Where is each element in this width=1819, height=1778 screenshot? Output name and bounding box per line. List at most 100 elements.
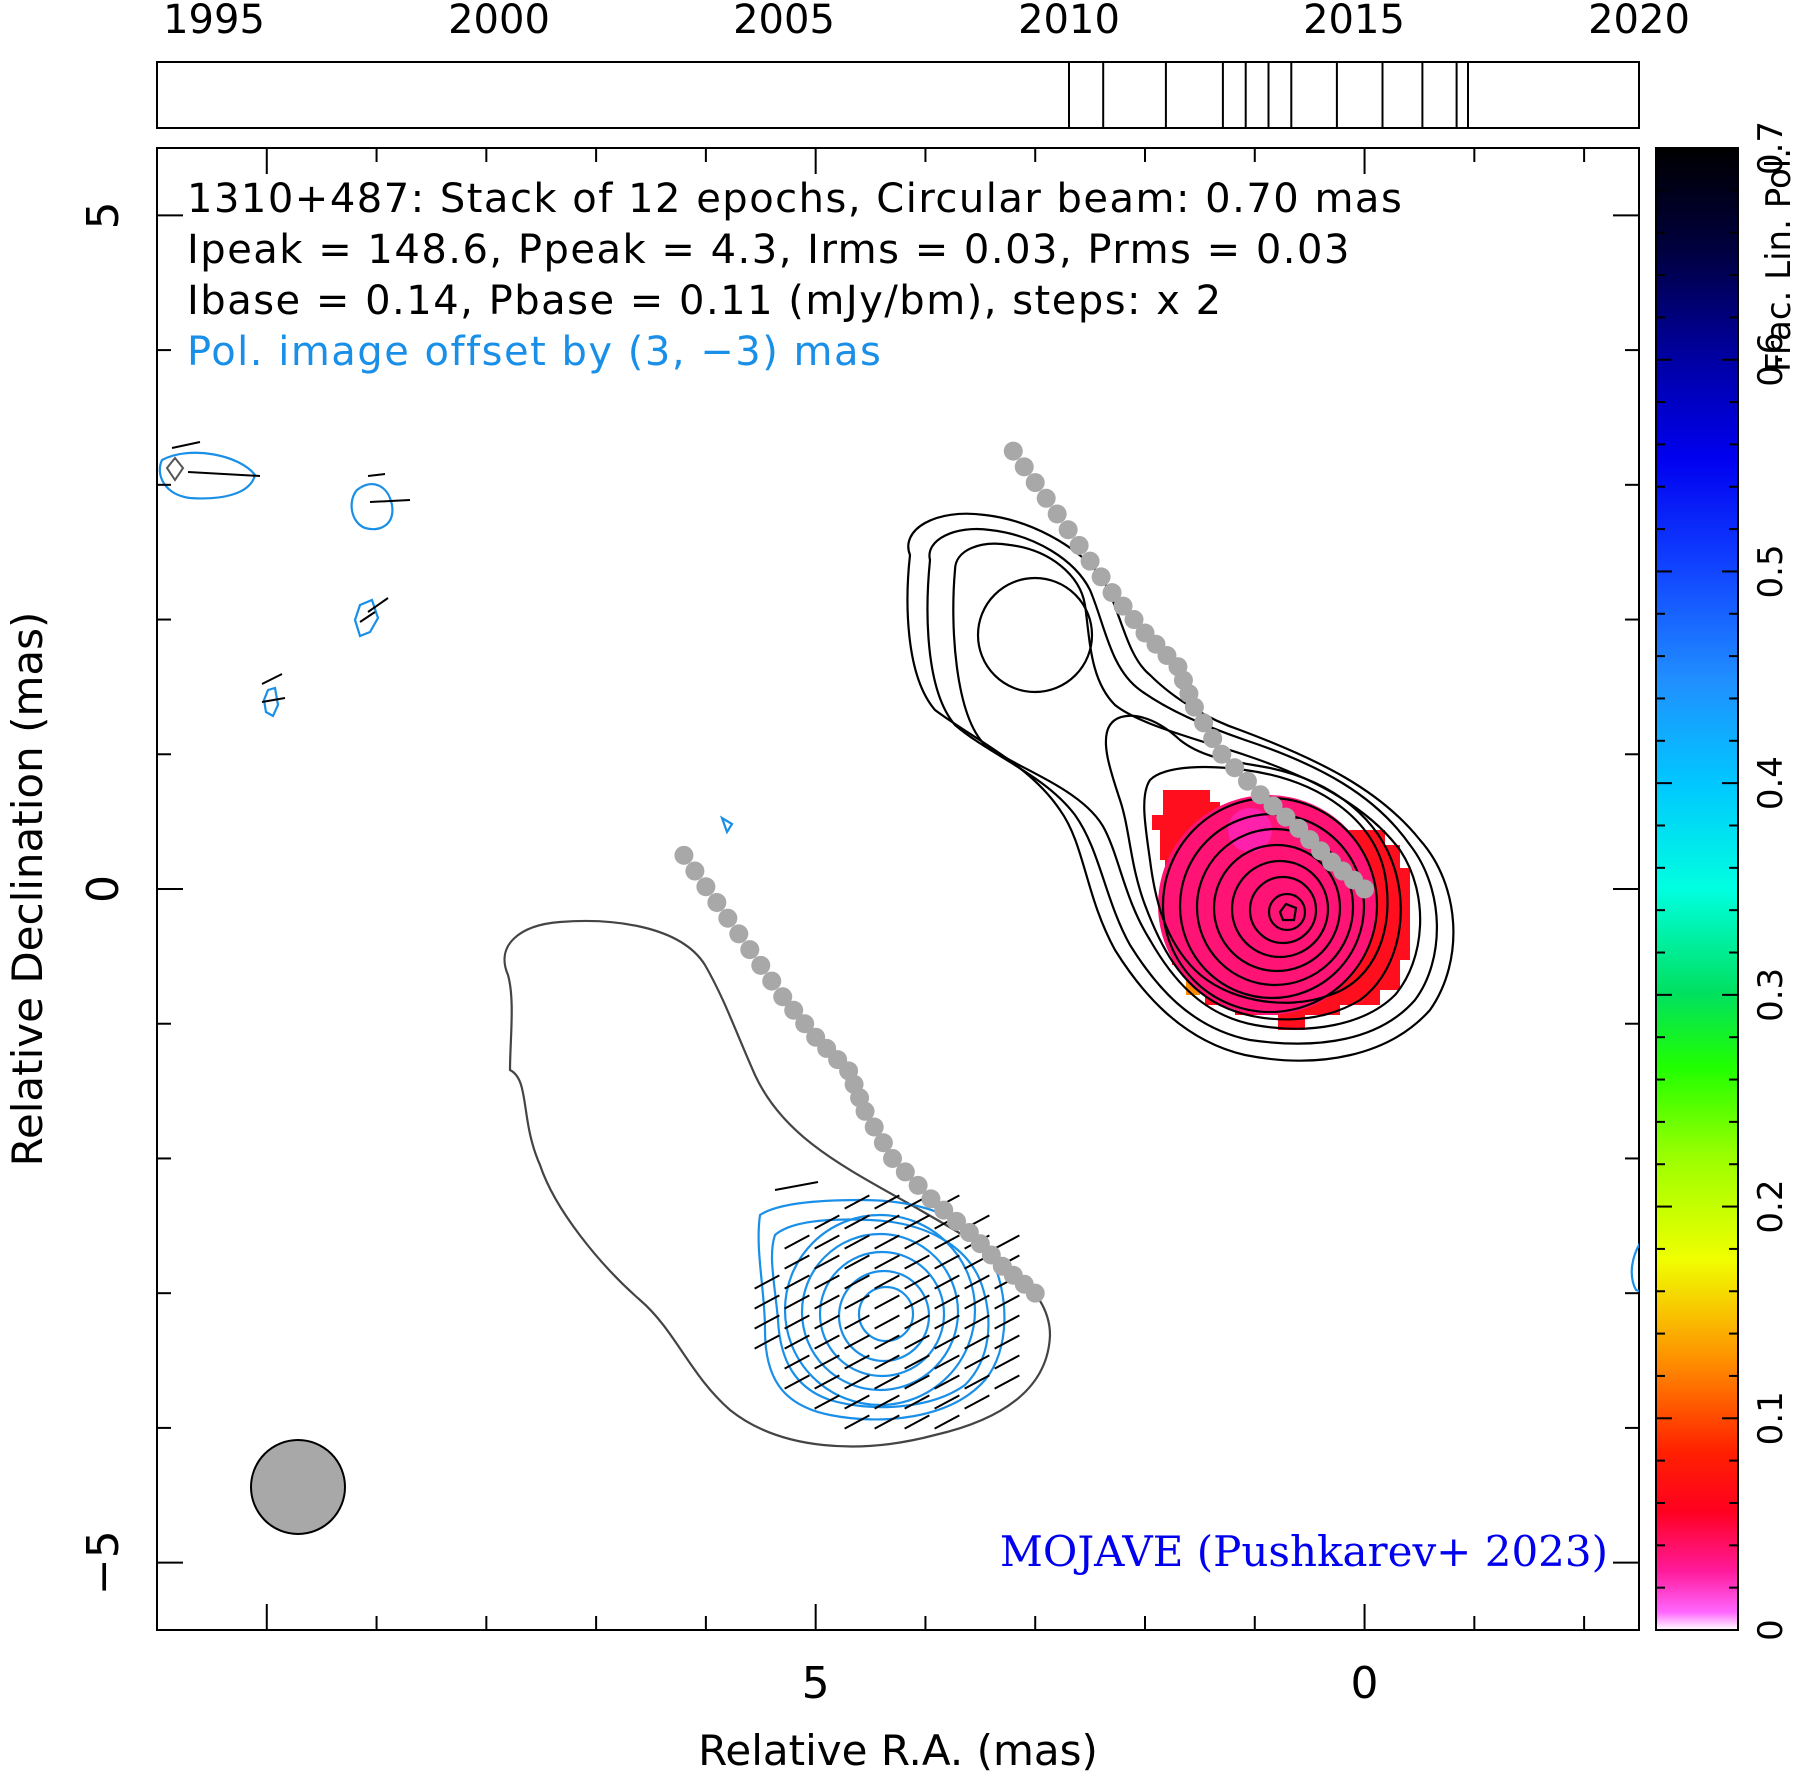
evpa-tick — [784, 1354, 810, 1370]
x-axis-label: Relative R.A. (mas) — [698, 1726, 1098, 1775]
evpa-tick — [874, 1254, 900, 1270]
axis-ticks — [156, 148, 1639, 1630]
ridge-point-offset — [864, 1117, 884, 1137]
colorbar-tick-label: 0.1 — [1751, 1391, 1791, 1445]
credit-text: MOJAVE (Pushkarev+ 2023) — [1000, 1527, 1608, 1576]
evpa-tick — [844, 1234, 870, 1250]
pol-offset-i-contour — [503, 919, 1052, 1448]
ridge-point — [1047, 504, 1067, 524]
timeline-tick-label: 1995 — [163, 0, 265, 43]
ridge-point — [1203, 729, 1223, 749]
evpa-tick — [964, 1394, 990, 1410]
evpa-tick — [784, 1254, 810, 1270]
colorbar-tick-label: 0 — [1751, 1619, 1791, 1641]
ridge-point-offset — [707, 892, 727, 912]
evpa-tick — [904, 1234, 930, 1250]
evpa-tick — [844, 1394, 870, 1410]
ridge-point — [1194, 713, 1214, 733]
colorbar-gradient — [1655, 147, 1739, 1631]
evpa-tick — [784, 1374, 810, 1390]
pol-contour-5 — [818, 1250, 946, 1378]
ridge-point-offset — [674, 845, 694, 865]
ridge-point-offset — [784, 1000, 804, 1020]
ridge-point-offset — [895, 1162, 915, 1182]
evpa-tick — [784, 1294, 810, 1310]
y-tick-label: 5 — [78, 201, 129, 229]
evpa-tick — [261, 673, 283, 685]
evpa-tick — [754, 1334, 780, 1350]
colorbar-ticks — [1656, 147, 1738, 1631]
header-line-2: Ipeak = 148.6, Ppeak = 4.3, Irms = 0.03,… — [187, 227, 1351, 273]
ridge-point-offset — [934, 1200, 954, 1220]
evpa-tick — [844, 1254, 870, 1270]
pol-offset-note: Pol. image offset by (3, −3) mas — [187, 329, 882, 375]
evpa-tick — [261, 697, 286, 703]
evpa-tick — [904, 1254, 930, 1270]
evpa-tick — [754, 1314, 780, 1330]
evpa-tick — [874, 1414, 900, 1430]
ridge-point-offset — [806, 1027, 826, 1047]
evpa-tick — [904, 1414, 930, 1430]
ridge-point — [1113, 596, 1133, 616]
contour-i-12 — [1267, 892, 1307, 932]
ridge-point — [1237, 771, 1257, 791]
ridge-point — [1102, 583, 1122, 603]
ridge-point — [1003, 441, 1023, 461]
evpa-tick — [994, 1294, 1020, 1310]
evpa-tick — [844, 1334, 870, 1350]
timeline-tick-label: 2000 — [448, 0, 550, 43]
evpa-tick — [964, 1374, 990, 1390]
contour-i-2 — [926, 527, 1438, 1045]
pol-noise-patch-5 — [719, 815, 734, 835]
colorbar-label: Frac. Lin. Pol. — [1759, 148, 1799, 372]
ridge-point-offset — [795, 1014, 815, 1034]
evpa-tick — [904, 1334, 930, 1350]
evpa-tick — [934, 1374, 960, 1390]
evpa-tick — [844, 1194, 870, 1210]
evpa-tick — [874, 1234, 900, 1250]
evpa-tick — [814, 1274, 840, 1290]
timeline-frame — [156, 61, 1640, 129]
evpa-tick — [367, 597, 389, 613]
evpa-tick — [844, 1294, 870, 1310]
ridge-line — [674, 441, 1375, 1303]
pol-contour-7 — [857, 1285, 915, 1343]
evpa-tick — [844, 1274, 870, 1290]
evpa-tick — [994, 1334, 1020, 1350]
pol-noise-patch-4 — [262, 686, 280, 718]
evpa-tick — [874, 1274, 900, 1290]
evpa-tick — [874, 1294, 900, 1310]
evpa-tick — [844, 1414, 870, 1430]
evpa-tick — [814, 1394, 840, 1410]
colorbar-tick-label: 0.3 — [1751, 968, 1791, 1022]
y-axis-label: Relative Declination (mas) — [3, 612, 52, 1167]
header-line-3: Ibase = 0.14, Pbase = 0.11 (mJy/bm), ste… — [187, 278, 1223, 324]
evpa-tick — [359, 611, 376, 623]
ridge-point — [1225, 758, 1245, 778]
y-tick-label: 0 — [78, 875, 129, 903]
ridge-point-offset — [947, 1211, 967, 1231]
contour-offset-outer — [503, 919, 1052, 1448]
evpa-tick — [814, 1374, 840, 1390]
evpa-tick — [814, 1334, 840, 1350]
x-tick-label: 0 — [1351, 1658, 1379, 1709]
evpa-tick — [934, 1274, 960, 1290]
evpa-tick — [874, 1354, 900, 1370]
ridge-point — [1263, 796, 1283, 816]
evpa-tick — [904, 1314, 930, 1330]
evpa-tick — [934, 1394, 960, 1410]
colorbar: 0 0.1 0.2 0.3 0.4 0.5 0.6 0.7 Frac. Lin. Pol. — [1655, 121, 1799, 1641]
evpa-tick — [754, 1274, 780, 1290]
pol-noise-patch-2 — [350, 483, 394, 531]
pol-noise-patch-1 — [158, 451, 257, 500]
ridge-point-offset — [883, 1148, 903, 1168]
ridge-point — [1069, 535, 1089, 555]
beam-ellipse — [250, 1439, 346, 1535]
evpa-tick — [904, 1394, 930, 1410]
plot-panel: 1310+487: Stack of 12 epochs, Circular b… — [156, 147, 1640, 1631]
axis-tick-labels: 5 0 5 0 −5 — [78, 201, 1379, 1709]
evpa-tick — [784, 1314, 810, 1330]
ridge-point — [1091, 567, 1111, 587]
ridge-point — [1080, 551, 1100, 571]
